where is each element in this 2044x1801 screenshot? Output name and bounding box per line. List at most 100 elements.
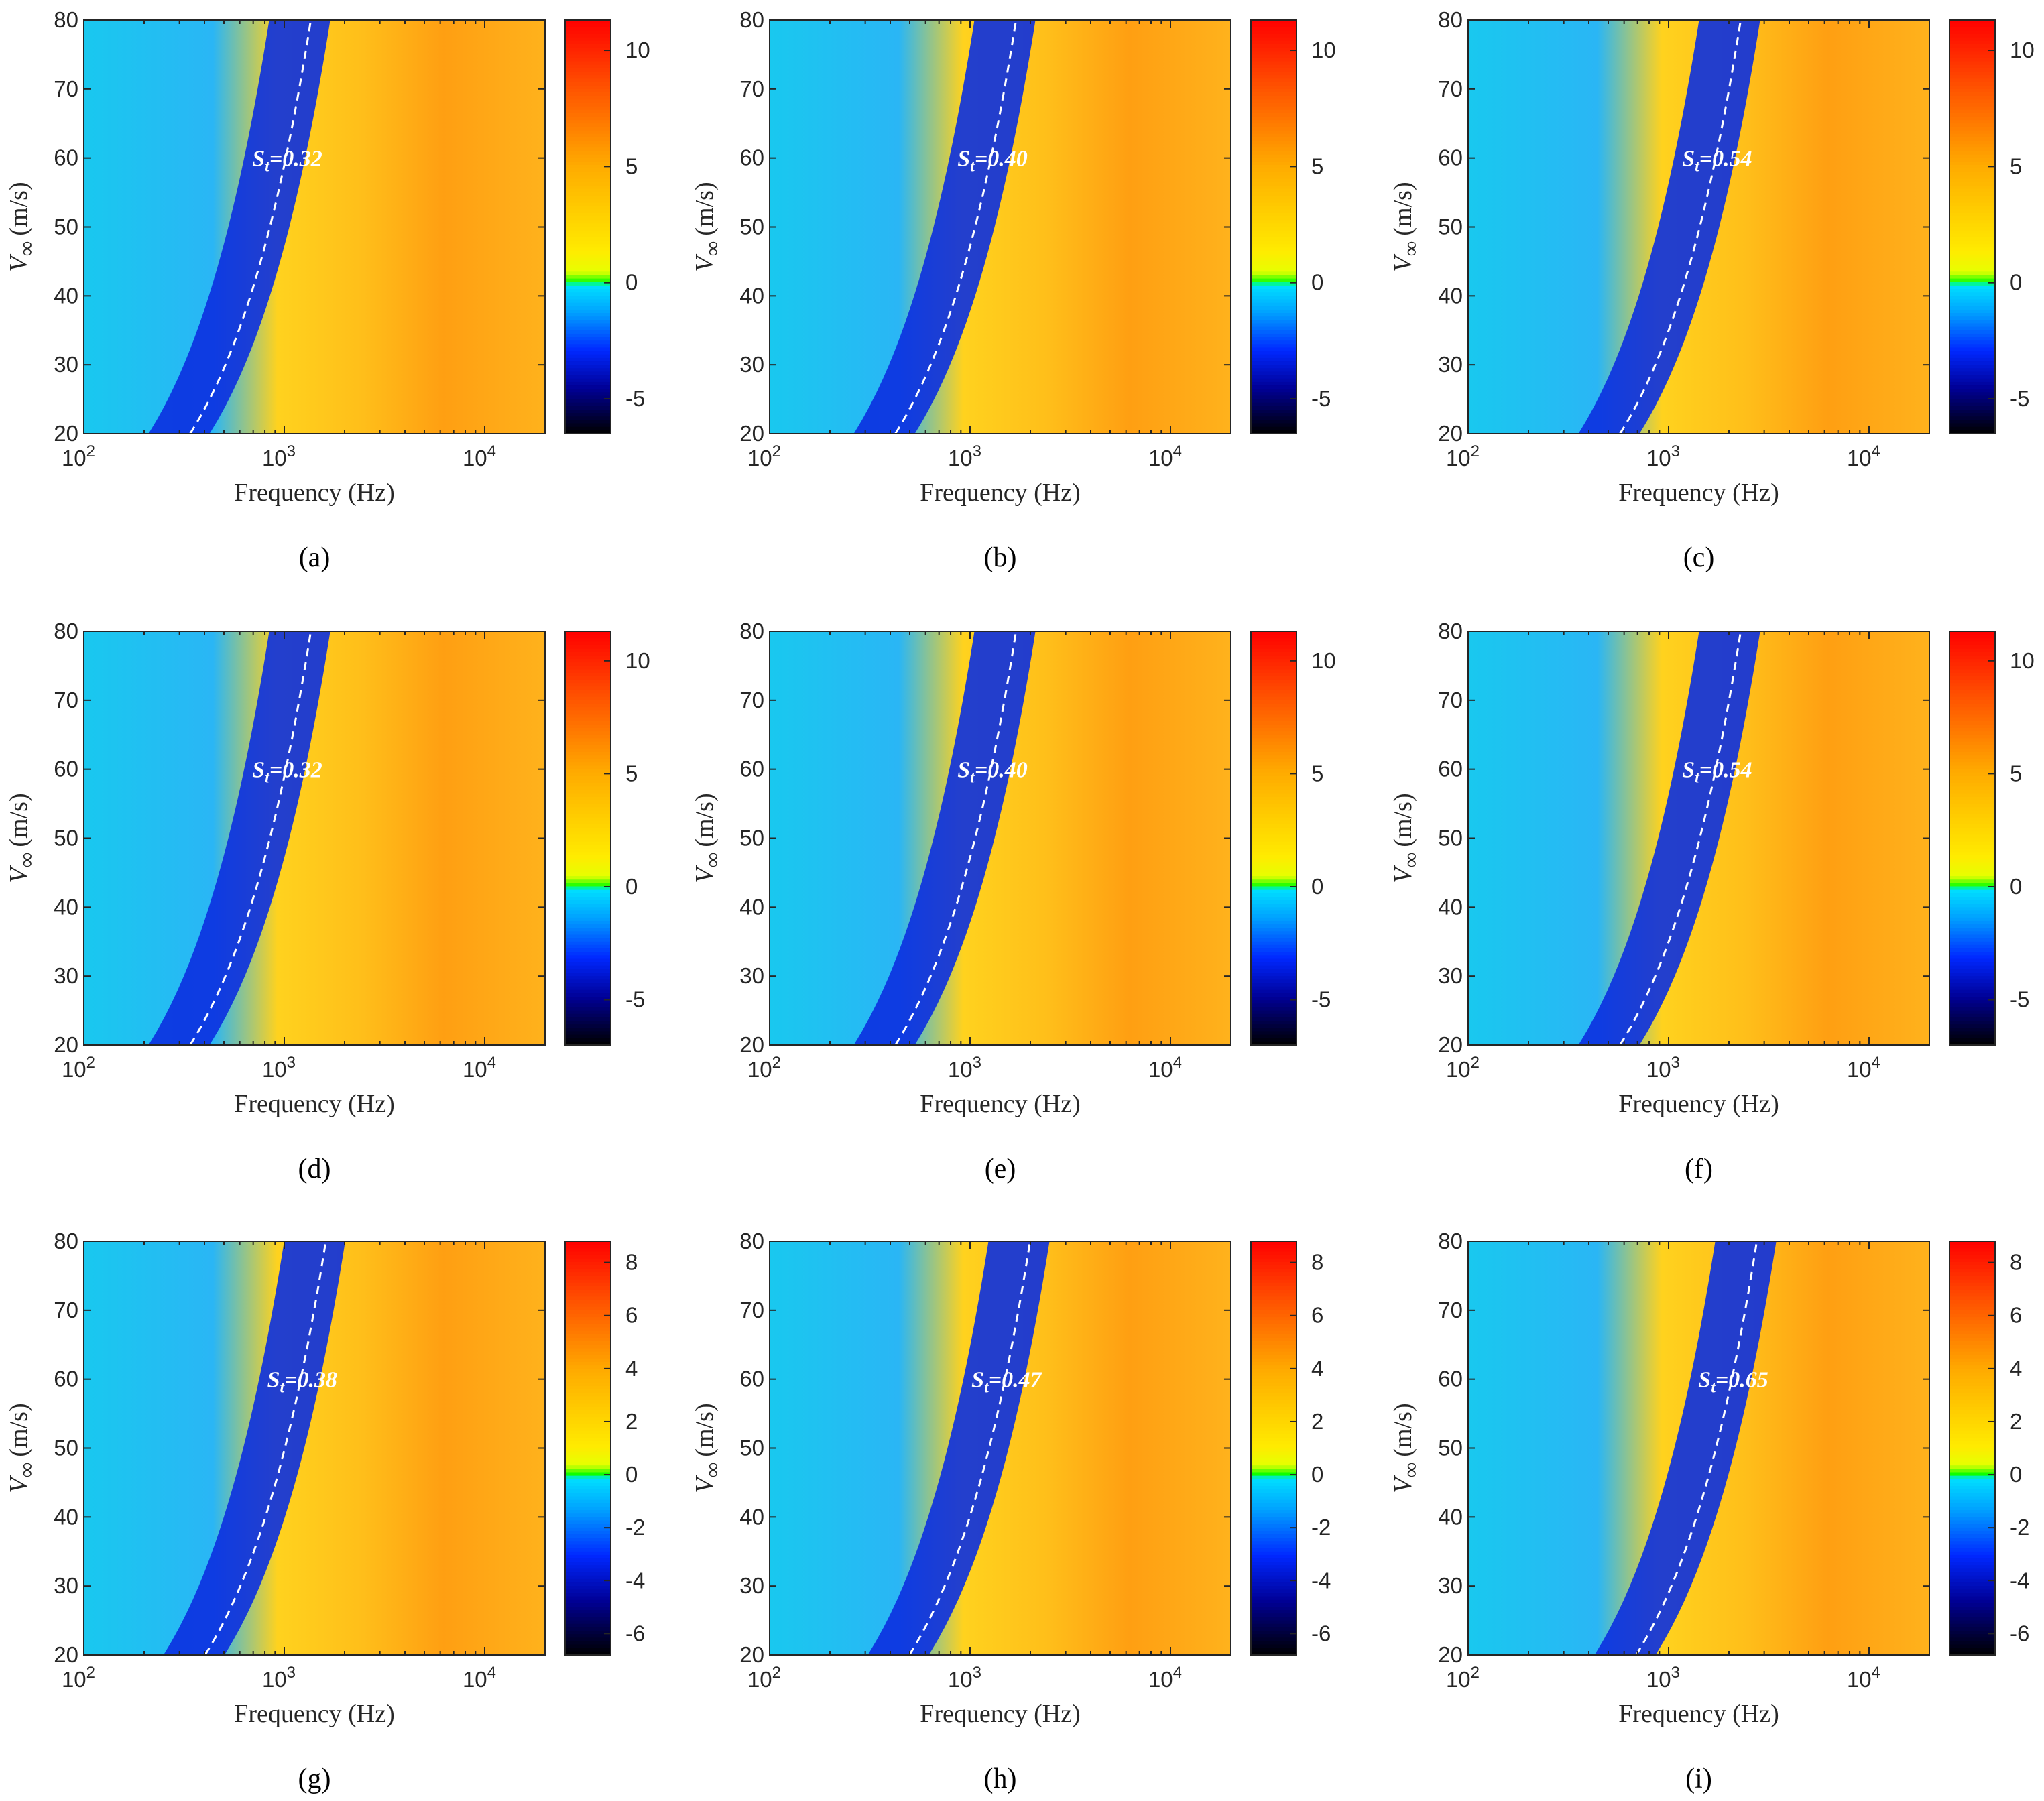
colorbar-cell [565, 920, 611, 925]
colorbar-cell [1251, 1396, 1297, 1401]
colorbar-cell [1949, 1393, 1995, 1398]
colorbar-cell [1251, 168, 1297, 173]
colorbar-cell [1251, 810, 1297, 815]
colorbar-cell [565, 1286, 611, 1290]
x-tick-label: 103 [262, 1054, 296, 1082]
colorbar-cell [1949, 185, 1995, 190]
colorbar-cell [565, 997, 611, 1001]
colorbar-cell [1251, 209, 1297, 214]
colorbar-cell [1251, 751, 1297, 756]
colorbar-cell [565, 700, 611, 704]
colorbar-cell [1949, 780, 1995, 784]
colorbar-cell [1949, 1465, 1995, 1470]
colorbar-cell [565, 172, 611, 176]
colorbar-cell [1949, 361, 1995, 365]
colorbar-cell [565, 27, 611, 32]
colorbar-cell [565, 748, 611, 753]
colorbar-cell [1251, 1534, 1297, 1538]
colorbar-cell [1251, 309, 1297, 314]
colorbar-cell [1949, 928, 1995, 932]
colorbar-cell [1949, 1251, 1995, 1256]
colorbar-cell [1949, 261, 1995, 265]
colorbar-cell [1949, 762, 1995, 767]
colorbar-cell [1251, 679, 1297, 684]
colorbar-cell [1251, 676, 1297, 680]
colorbar-cell [1251, 320, 1297, 324]
y-tick-label: 40 [1438, 1504, 1463, 1529]
colorbar-cell [565, 1454, 611, 1459]
colorbar-cell [1251, 1631, 1297, 1635]
colorbar-cell [1949, 192, 1995, 197]
colorbar-cell [565, 1028, 611, 1032]
colorbar-cell [1949, 251, 1995, 255]
colorbar-cell [1251, 986, 1297, 991]
colorbar-cell [1949, 123, 1995, 128]
colorbar-cell [1949, 869, 1995, 873]
colorbar-cell [1251, 368, 1297, 373]
colorbar-cell [1949, 51, 1995, 56]
colorbar-cell [565, 127, 611, 131]
x-tick-exponent: 3 [973, 1664, 981, 1682]
colorbar-cell [1251, 928, 1297, 932]
colorbar-cell [1251, 113, 1297, 117]
colorbar-cell [1949, 1438, 1995, 1442]
colorbar-cell [1949, 727, 1995, 732]
colorbar-cell [565, 1510, 611, 1514]
colorbar-cell [565, 944, 611, 949]
colorbar-cell [1949, 340, 1995, 345]
colorbar-d: -5 0 5 10 [564, 631, 650, 1046]
strouhal-label: St=0.40 [957, 147, 1027, 176]
colorbar-cell [1949, 952, 1995, 956]
colorbar-cell [1949, 209, 1995, 214]
colorbar-cell [1251, 230, 1297, 235]
colorbar-cell [1949, 354, 1995, 359]
colorbar-cell [1251, 371, 1297, 376]
colorbar-cell [1251, 426, 1297, 431]
x-axis-label: Frequency (Hz) [1618, 1090, 1779, 1118]
colorbar-cell [565, 1424, 611, 1428]
colorbar-cell [1251, 983, 1297, 987]
colorbar-cell [565, 1496, 611, 1501]
colorbar-cell [1251, 769, 1297, 773]
y-tick-label: 20 [739, 1032, 764, 1057]
colorbar-cell [565, 841, 611, 846]
colorbar-cell [565, 1379, 611, 1383]
colorbar-cell [1251, 92, 1297, 97]
colorbar-cell [1251, 1303, 1297, 1308]
colorbar-cell [565, 1506, 611, 1511]
colorbar-cell [1251, 1530, 1297, 1535]
colorbar-cell [1251, 1031, 1297, 1036]
colorbar-cell [1251, 313, 1297, 317]
colorbar-cell [1251, 1617, 1297, 1621]
colorbar-cell [1251, 944, 1297, 949]
colorbar-cell [1949, 1472, 1995, 1477]
colorbar-cell [1949, 1000, 1995, 1005]
colorbar-cell [565, 1403, 611, 1408]
colorbar-cell [565, 227, 611, 231]
colorbar-cell [565, 804, 611, 808]
y-tick-label: 70 [1438, 76, 1463, 101]
colorbar-cell [1949, 828, 1995, 832]
colorbar-cell [565, 316, 611, 321]
y-tick-label: 40 [739, 283, 764, 308]
colorbar-cell [565, 1430, 611, 1435]
colorbar-cell [1949, 1265, 1995, 1269]
colorbar-cell [565, 1613, 611, 1618]
colorbar-cell [565, 1310, 611, 1314]
colorbar-cell [565, 140, 611, 145]
colorbar-cell [565, 275, 611, 280]
colorbar-cell [1251, 316, 1297, 321]
colorbar-cell [1251, 82, 1297, 86]
colorbar-tick-label: 6 [625, 1303, 638, 1328]
colorbar-cell [565, 1041, 611, 1046]
colorbar-cell [1251, 965, 1297, 970]
colorbar-cell [565, 365, 611, 369]
colorbar-cell [1251, 1582, 1297, 1587]
colorbar-cell [1949, 1396, 1995, 1401]
colorbar-cell [565, 1458, 611, 1463]
colorbar-cell [1251, 192, 1297, 197]
colorbar-cell [1949, 1641, 1995, 1645]
colorbar-cell [1949, 227, 1995, 231]
colorbar-tick-label: 0 [2010, 270, 2022, 295]
